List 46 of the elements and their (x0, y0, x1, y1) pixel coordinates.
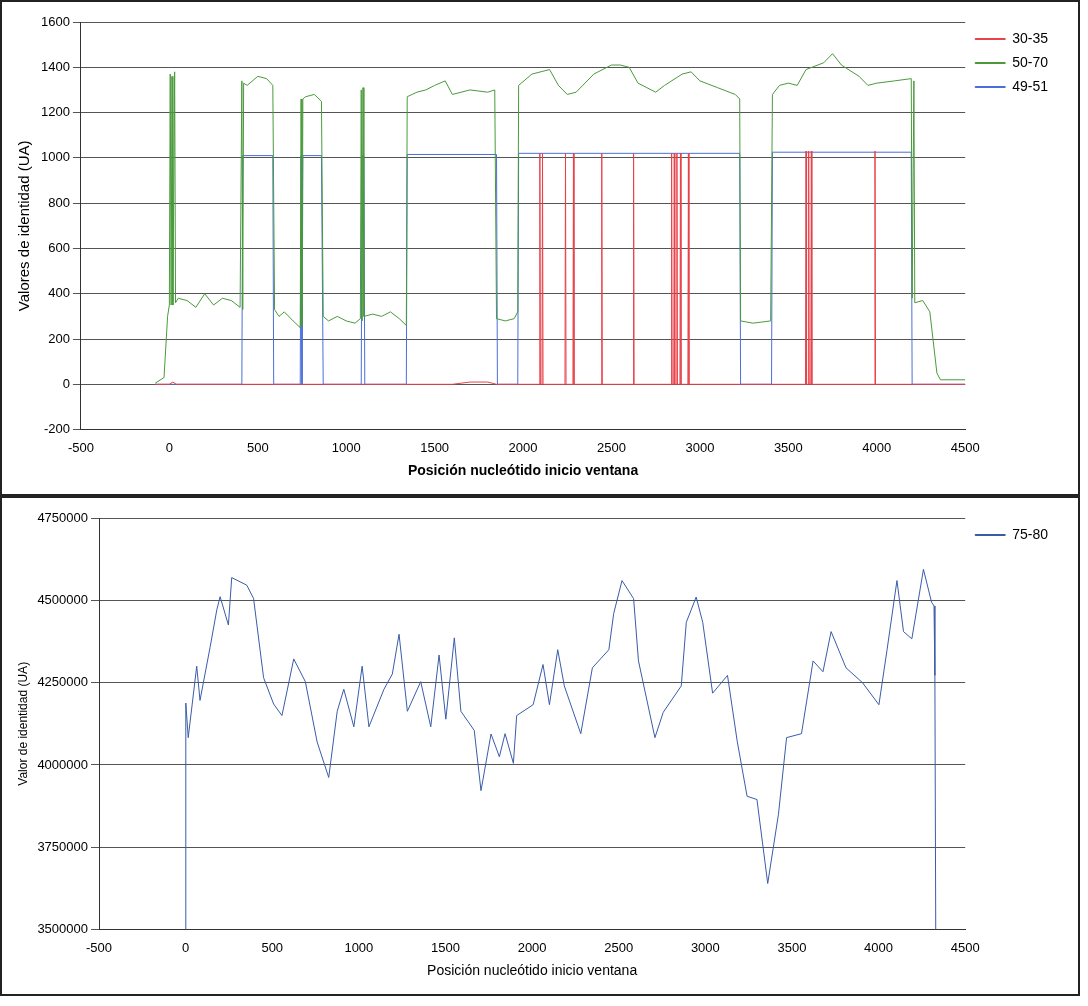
x-tick-label: 4000 (864, 939, 894, 955)
x-tick-label: 2500 (604, 939, 634, 955)
legend-label: 50-70 (1012, 53, 1049, 70)
y-tick-label: 0 (62, 375, 70, 391)
y-tick-label: 800 (48, 194, 70, 210)
x-axis-title: Posición nucleótido inicio ventana (407, 462, 639, 479)
y-tick-label: 600 (48, 240, 70, 256)
y-tick-label: 1600 (41, 13, 70, 29)
x-tick-label: 4500 (950, 439, 980, 455)
x-tick-label: -500 (85, 939, 113, 955)
y-tick-label: 4750000 (37, 509, 89, 525)
x-tick-label: 0 (182, 939, 190, 955)
x-tick-label: 1500 (420, 439, 450, 455)
x-axis-title: Posición nucleótido inicio ventana (427, 962, 638, 979)
x-tick-label: 3000 (685, 439, 715, 455)
x-tick-label: 1000 (331, 439, 361, 455)
x-tick-label: 4500 (950, 939, 980, 955)
x-tick-label: 1000 (344, 939, 374, 955)
y-tick-label: 4500000 (37, 591, 89, 607)
legend-label: 49-51 (1012, 77, 1049, 94)
y-tick-label: -200 (43, 421, 70, 437)
legend-label: 30-35 (1012, 29, 1049, 46)
y-tick-label: 1400 (41, 58, 70, 74)
y-tick-label: 4000000 (37, 756, 89, 772)
y-tick-label: 1200 (41, 104, 70, 120)
x-tick-label: 3000 (690, 939, 720, 955)
y-tick-label: 4250000 (37, 674, 89, 690)
y-tick-label: 400 (48, 285, 70, 301)
x-tick-label: 500 (261, 939, 284, 955)
x-tick-label: 0 (165, 439, 173, 455)
x-tick-label: 1500 (431, 939, 460, 955)
x-tick-label: 4000 (862, 439, 892, 455)
x-tick-label: 2500 (597, 439, 626, 455)
y-tick-label: 200 (48, 330, 70, 346)
y-tick-label: 3500000 (37, 921, 89, 937)
y-tick-label: 3750000 (37, 838, 89, 854)
y-tick-label: 1000 (41, 149, 70, 165)
y-axis-title: Valores de identidad (UA) (15, 140, 33, 312)
x-tick-label: 2000 (508, 439, 538, 455)
y-axis-title: Valor de identidad (UA) (15, 661, 30, 786)
x-tick-label: 3500 (773, 439, 803, 455)
x-tick-label: 3500 (777, 939, 807, 955)
x-tick-label: 2000 (517, 939, 547, 955)
x-tick-label: 500 (246, 439, 269, 455)
legend-label: 75-80 (1012, 525, 1049, 542)
x-tick-label: -500 (67, 439, 94, 455)
